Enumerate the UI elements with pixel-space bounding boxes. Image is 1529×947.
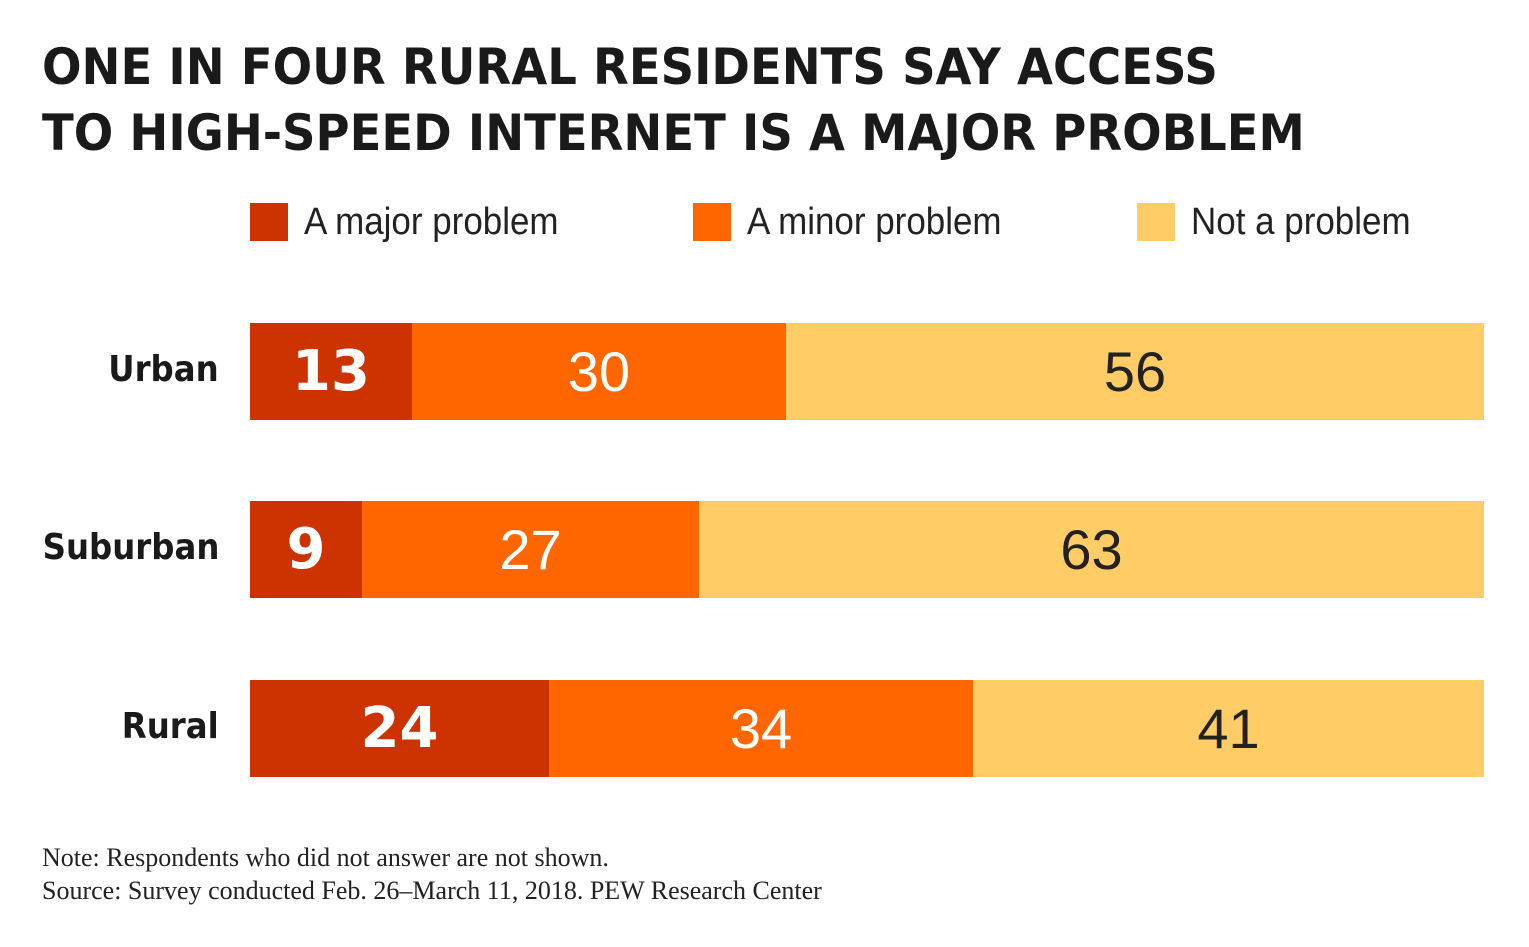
note: Note: Respondents who did not answer are… (42, 843, 609, 872)
title-line-2: TO HIGH-SPEED INTERNET IS A MAJOR PROBLE… (42, 104, 1305, 162)
data-label: 63 (1060, 518, 1123, 581)
source: Source: Survey conducted Feb. 26–March 1… (42, 876, 822, 905)
bar-rural-none: 41 (973, 680, 1484, 777)
legend-label-minor: A minor problem (747, 200, 1002, 243)
bar-suburban-none: 63 (699, 501, 1484, 598)
data-label: 56 (1103, 340, 1167, 403)
legend-swatch-minor (693, 203, 731, 241)
legend-label-none: Not a problem (1191, 200, 1411, 243)
category-label-rural: Rural (122, 706, 219, 747)
legend-none: Not a problem (1137, 200, 1430, 243)
legend-minor: A minor problem (693, 200, 1024, 243)
bar-urban-major: 13 (250, 323, 412, 420)
data-label: 13 (292, 339, 370, 404)
chart-title: ONE IN FOUR RURAL RESIDENTS SAY ACCESS T… (42, 34, 1305, 166)
bar-suburban-minor: 27 (362, 501, 699, 598)
data-label: 41 (1197, 697, 1260, 760)
legend-swatch-major (250, 203, 288, 241)
category-label-suburban: Suburban (42, 527, 219, 568)
bar-urban-minor: 30 (412, 323, 786, 420)
bar-urban-none: 56 (786, 323, 1484, 420)
data-label: 30 (567, 340, 631, 403)
data-label: 24 (360, 696, 439, 761)
legend-swatch-none (1137, 203, 1175, 241)
title-line-1: ONE IN FOUR RURAL RESIDENTS SAY ACCESS (42, 38, 1218, 96)
data-label: 27 (499, 518, 562, 581)
legend-major: A major problem (250, 200, 581, 243)
legend-label-major: A major problem (304, 200, 559, 243)
bar-suburban-major: 9 (250, 501, 362, 598)
data-label: 9 (286, 517, 326, 582)
bar-rural-major: 24 (250, 680, 549, 777)
data-label: 34 (729, 697, 793, 760)
bar-rural-minor: 34 (549, 680, 973, 777)
category-label-urban: Urban (108, 349, 219, 390)
